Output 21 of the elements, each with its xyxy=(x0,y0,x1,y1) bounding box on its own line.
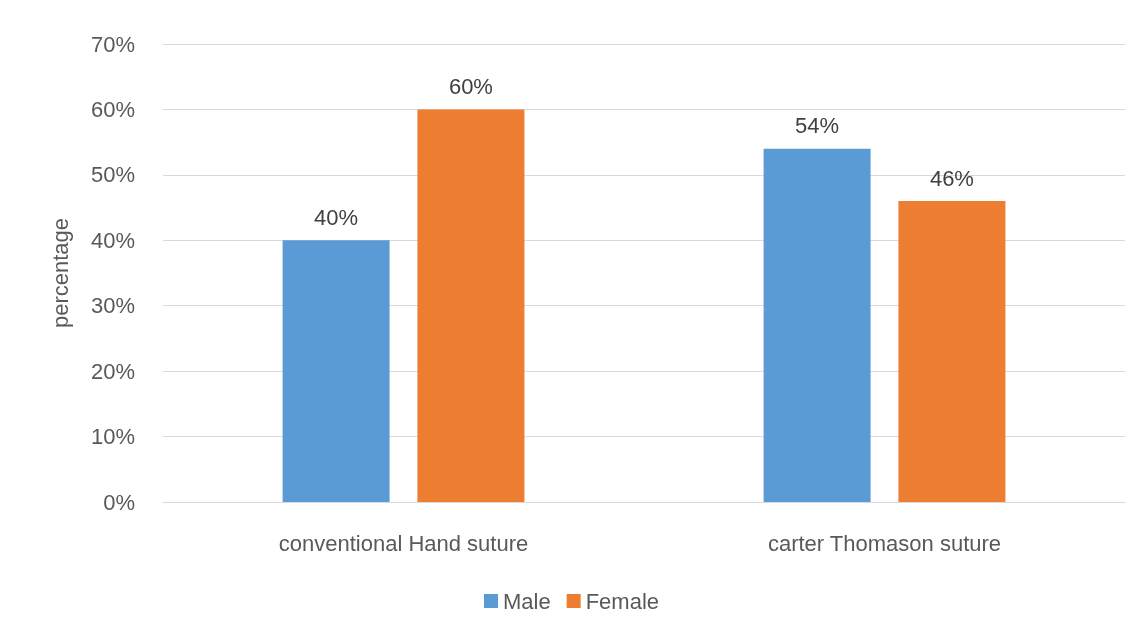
y-tick-label: 70% xyxy=(90,31,135,57)
bar xyxy=(898,201,1006,502)
x-tick-label: carter Thomason suture xyxy=(767,530,1002,556)
y-tick-label: 60% xyxy=(90,96,135,122)
bar xyxy=(417,109,525,502)
y-tick-label: 30% xyxy=(90,293,135,319)
data-label: 46% xyxy=(929,165,974,191)
y-tick-label: 0% xyxy=(103,489,135,515)
y-axis-title: percentage xyxy=(47,217,73,329)
data-label: 60% xyxy=(448,73,493,99)
y-tick-label: 50% xyxy=(90,162,135,188)
bar xyxy=(282,240,390,502)
y-tick-label: 40% xyxy=(90,227,135,253)
data-label: 54% xyxy=(795,113,840,139)
legend-label: Female xyxy=(585,588,660,614)
legend-label: Male xyxy=(502,588,551,614)
data-label: 40% xyxy=(314,204,359,230)
y-tick-label: 20% xyxy=(90,358,135,384)
x-tick-label: conventional Hand suture xyxy=(278,530,529,556)
y-tick-label: 10% xyxy=(90,424,135,450)
bar xyxy=(763,148,871,502)
